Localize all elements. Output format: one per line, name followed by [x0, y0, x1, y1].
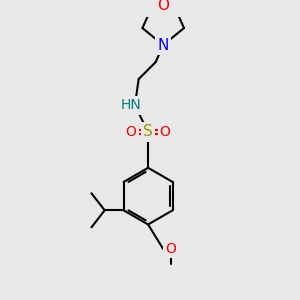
- Text: O: O: [160, 125, 170, 139]
- Text: O: O: [165, 242, 176, 256]
- Text: HN: HN: [121, 98, 142, 112]
- Text: O: O: [126, 125, 136, 139]
- Text: N: N: [158, 38, 169, 52]
- Text: S: S: [143, 124, 153, 140]
- Text: O: O: [157, 0, 169, 13]
